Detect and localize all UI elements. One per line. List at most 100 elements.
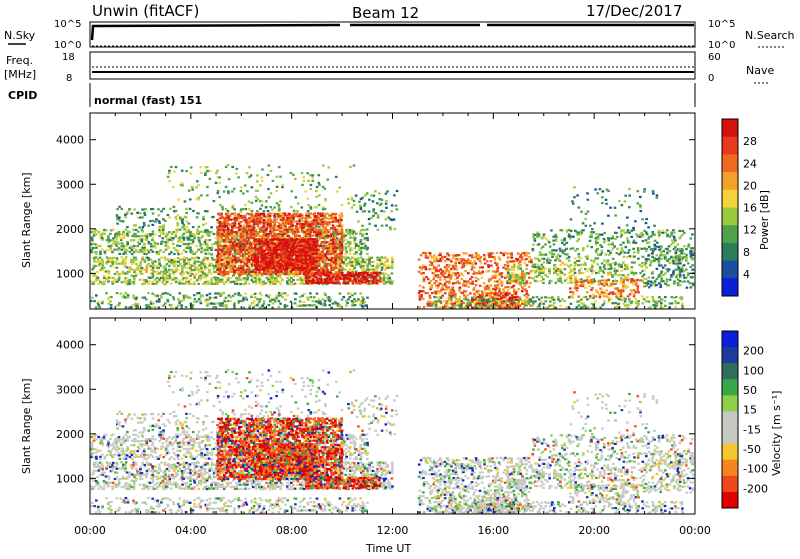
- power-echo-cell: [131, 253, 134, 255]
- power-echo-cell: [366, 265, 369, 267]
- power-echo-cell: [107, 235, 110, 237]
- power-echo-cell: [216, 219, 219, 221]
- power-echo-cell: [219, 271, 222, 273]
- power-echo-cell: [145, 279, 148, 281]
- power-echo-cell: [200, 265, 203, 267]
- power-echo-cell: [248, 251, 251, 253]
- power-echo-cell: [360, 249, 363, 251]
- power-echo-cell: [302, 268, 305, 270]
- power-echo-cell: [286, 238, 289, 240]
- power-echo-cell: [393, 218, 396, 220]
- power-echo-cell: [296, 251, 299, 253]
- power-echo-cell: [259, 292, 262, 294]
- power-echo-cell: [96, 271, 99, 273]
- power-echo-cell: [330, 298, 333, 300]
- power-echo-cell: [193, 301, 196, 303]
- power-echo-cell: [334, 245, 337, 247]
- power-echo-cell: [254, 240, 257, 242]
- power-echo-cell: [231, 281, 234, 283]
- power-echo-cell: [101, 258, 104, 260]
- power-echo-cell: [172, 296, 175, 298]
- power-echo-cell: [212, 259, 215, 261]
- power-echo-cell: [206, 243, 209, 245]
- power-echo-cell: [159, 249, 162, 251]
- power-echo-cell: [313, 267, 316, 269]
- power-echo-cell: [110, 296, 113, 298]
- power-echo-cell: [133, 208, 136, 210]
- power-echo-cell: [481, 277, 484, 279]
- power-echo-cell: [496, 294, 499, 296]
- power-echo-cell: [465, 252, 468, 254]
- power-echo-cell: [312, 300, 315, 302]
- power-echo-cell: [216, 249, 219, 251]
- power-echo-cell: [356, 211, 359, 213]
- power-echo-cell: [359, 292, 362, 294]
- power-echo-cell: [366, 276, 369, 278]
- power-echo-cell: [384, 264, 387, 266]
- power-echo-cell: [164, 259, 167, 261]
- power-echo-cell: [362, 229, 365, 231]
- power-echo-cell: [301, 229, 304, 231]
- power-echo-cell: [139, 238, 142, 240]
- power-echo-cell: [290, 206, 293, 208]
- power-echo-cell: [173, 265, 176, 267]
- power-echo-cell: [353, 278, 356, 280]
- power-echo-cell: [311, 180, 314, 182]
- power-echo-cell: [154, 306, 157, 308]
- power-echo-cell: [196, 279, 199, 281]
- power-echo-cell: [391, 263, 394, 265]
- power-echo-cell: [345, 243, 348, 245]
- power-echo-cell: [269, 283, 272, 285]
- power-echo-cell: [316, 186, 319, 188]
- power-echo-cell: [149, 220, 152, 222]
- power-echo-cell: [156, 265, 159, 267]
- power-echo-cell: [250, 225, 253, 227]
- power-echo-cell: [258, 277, 261, 279]
- power-echo-cell: [136, 306, 139, 308]
- power-echo-cell: [124, 216, 127, 218]
- power-echo-cell: [212, 306, 215, 308]
- power-echo-cell: [111, 281, 114, 283]
- power-echo-cell: [437, 290, 440, 292]
- power-echo-cell: [177, 214, 180, 216]
- power-echo-cell: [277, 213, 280, 215]
- power-echo-cell: [270, 239, 273, 241]
- power-echo-cell: [206, 194, 209, 196]
- cpid-label: CPID: [8, 89, 37, 102]
- power-echo-cell: [244, 293, 247, 295]
- power-echo-cell: [324, 243, 327, 245]
- power-echo-cell: [261, 251, 264, 253]
- power-echo-cell: [469, 260, 472, 262]
- power-echo-cell: [299, 217, 302, 219]
- power-echo-cell: [335, 278, 338, 280]
- power-echo-cell: [271, 307, 274, 309]
- power-echo-cell: [118, 249, 121, 251]
- power-echo-cell: [245, 297, 248, 299]
- power-echo-cell: [368, 257, 371, 259]
- power-echo-cell: [257, 269, 260, 271]
- power-echo-cell: [296, 223, 299, 225]
- power-echo-cell: [158, 259, 161, 261]
- power-echo-cell: [219, 304, 222, 306]
- power-echo-cell: [258, 243, 261, 245]
- power-echo-cell: [197, 184, 200, 186]
- power-echo-cell: [303, 265, 306, 267]
- power-echo-cell: [313, 231, 316, 233]
- power-echo-cell: [282, 231, 285, 233]
- power-echo-cell: [294, 242, 297, 244]
- power-echo-cell: [373, 195, 376, 197]
- power-echo-cell: [363, 301, 366, 303]
- power-echo-cell: [340, 212, 343, 214]
- power-echo-cell: [298, 257, 301, 259]
- power-echo-cell: [473, 293, 476, 295]
- power-echo-cell: [252, 281, 255, 283]
- power-echo-cell: [127, 296, 130, 298]
- power-echo-cell: [486, 285, 489, 287]
- power-echo-cell: [200, 275, 203, 277]
- power-echo-cell: [145, 269, 148, 271]
- power-echo-cell: [242, 225, 245, 227]
- power-echo-cell: [320, 219, 323, 221]
- power-echo-cell: [233, 188, 236, 190]
- power-echo-cell: [244, 215, 247, 217]
